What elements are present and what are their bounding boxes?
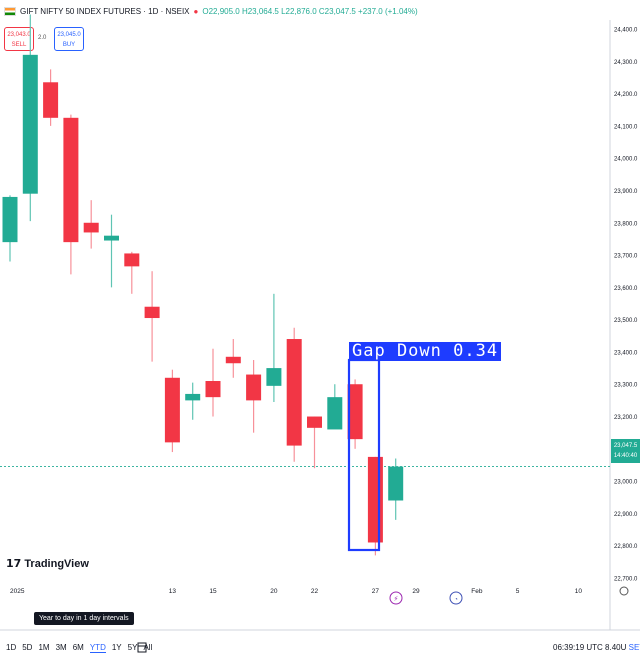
y-tick-label: 23,400.0 (614, 350, 638, 356)
x-tick-label: 13 (169, 588, 177, 595)
timeframe-tooltip: Year to day in 1 day intervals (34, 612, 134, 625)
candle-up (327, 397, 343, 430)
time-axis: 2025 13 15 20 22 27 29 Feb 5 10 (10, 588, 582, 595)
y-tick-label: 24,200.0 (614, 92, 638, 98)
candle-down (225, 356, 241, 364)
candle-down (83, 222, 99, 233)
candles (2, 14, 404, 556)
candle-up (388, 466, 404, 501)
candle-up (266, 368, 282, 386)
buy-price: 23,045.0 (57, 32, 81, 38)
ohlc-values: O22,905.0 H23,064.5 L22,876.0 C23,047.5 … (202, 7, 418, 16)
buy-button[interactable]: 23,045.0 BUY (54, 27, 84, 51)
tradingview-logo-icon: 𝟭𝟳 (6, 558, 22, 570)
timeframe-1y[interactable]: 1Y (111, 643, 122, 652)
candle-down (246, 374, 262, 401)
x-tick-label: 15 (209, 588, 217, 595)
candle-up (22, 54, 38, 194)
timeframe-6m[interactable]: 6M (72, 643, 84, 652)
y-tick-label: 23,800.0 (614, 221, 638, 227)
settings-gear-icon (619, 586, 629, 596)
timeframe-5d[interactable]: 5D (22, 643, 33, 652)
last-price-value: 23,047.5 (613, 443, 638, 449)
tradingview-logo-text: TradingView (24, 557, 89, 570)
timeframe-bar: 1D 5D 1M 3M 6M YTD 1Y 5Y All (6, 643, 152, 653)
candle-down (367, 456, 383, 543)
x-tick-label: 10 (575, 588, 583, 595)
candle-up (2, 196, 18, 243)
y-tick-label: 23,600.0 (614, 286, 638, 292)
event-icons: ⚡ ◔ (389, 591, 463, 605)
market-status-icon: ● (193, 7, 199, 16)
candle-down (205, 381, 221, 398)
symbol-title[interactable]: GIFT NIFTY 50 INDEX FUTURES · 1D · NSEIX (20, 7, 190, 16)
chart-header: GIFT NIFTY 50 INDEX FUTURES · 1D · NSEIX… (0, 0, 610, 26)
y-tick-label: 23,000.0 (614, 480, 638, 486)
y-tick-label: 22,700.0 (614, 577, 638, 583)
last-price-tag: 23,047.5 14:40:40 (611, 439, 640, 463)
candle-up (185, 393, 201, 401)
adjustment-toggle[interactable]: 8.40U (605, 643, 627, 652)
x-tick-label: 29 (412, 588, 420, 595)
gap-down-label: Gap Down 0.34 (349, 342, 502, 361)
tradingview-logo[interactable]: 𝟭𝟳 TradingView (6, 557, 89, 571)
calendar-icon[interactable] (137, 641, 147, 653)
x-tick-label: 22 (311, 588, 319, 595)
x-tick-label: 27 (372, 588, 380, 595)
candle-down (286, 339, 302, 446)
y-tick-label: 22,900.0 (614, 512, 638, 518)
timeframe-1d[interactable]: 1D (6, 643, 17, 652)
symbol-row: GIFT NIFTY 50 INDEX FUTURES · 1D · NSEIX… (4, 7, 418, 16)
event-icon-2 (449, 591, 463, 605)
x-tick-label: 5 (516, 588, 520, 595)
timeframe-1m[interactable]: 1M (38, 643, 50, 652)
event-icon-2-glyph: ◔ (454, 597, 458, 603)
y-tick-label: 22,800.0 (614, 544, 638, 550)
x-tick-label: Feb (471, 588, 483, 595)
price-axis: 24,400.0 24,300.0 24,200.0 24,100.0 24,000.0… (614, 28, 638, 583)
y-tick-label: 24,300.0 (614, 60, 638, 66)
candle-down (307, 416, 322, 428)
y-tick-label: 23,900.0 (614, 189, 638, 195)
footer-status: 06:39:19 UTC 8.40U SET (553, 643, 640, 652)
india-flag-icon (4, 7, 16, 16)
y-tick-label: 23,500.0 (614, 318, 638, 324)
timeframe-3m[interactable]: 3M (55, 643, 67, 652)
candle-down (144, 306, 160, 319)
sell-label: SELL (11, 42, 27, 48)
spread-value: 2.0 (38, 35, 47, 41)
candle-down (63, 117, 79, 243)
candle-down (43, 82, 59, 118)
session-toggle[interactable]: SET (628, 643, 640, 652)
y-tick-label: 24,100.0 (614, 124, 638, 130)
event-icon-1-glyph: ⚡ (394, 595, 399, 603)
timeframe-5y[interactable]: 5Y (127, 643, 138, 652)
y-tick-label: 23,300.0 (614, 383, 638, 389)
y-tick-label: 23,700.0 (614, 254, 638, 260)
buy-label: BUY (62, 42, 76, 48)
candle-down (347, 384, 363, 440)
y-tick-label: 24,400.0 (614, 28, 638, 34)
candle-down (124, 253, 140, 267)
last-price-time: 14:40:40 (613, 453, 638, 459)
candle-down (164, 377, 180, 443)
timeframe-ytd[interactable]: YTD (89, 643, 106, 653)
sell-price: 23,043.0 (7, 32, 31, 38)
sell-button[interactable]: 23,043.0 SELL (4, 27, 34, 51)
event-icon-1 (389, 591, 403, 605)
x-tick-label: 20 (270, 588, 278, 595)
utc-clock[interactable]: 06:39:19 UTC (553, 643, 603, 652)
y-tick-label: 24,000.0 (614, 157, 638, 163)
candle-up (104, 235, 119, 241)
x-tick-label: 2025 (10, 588, 25, 595)
y-tick-label: 23,200.0 (614, 415, 638, 421)
